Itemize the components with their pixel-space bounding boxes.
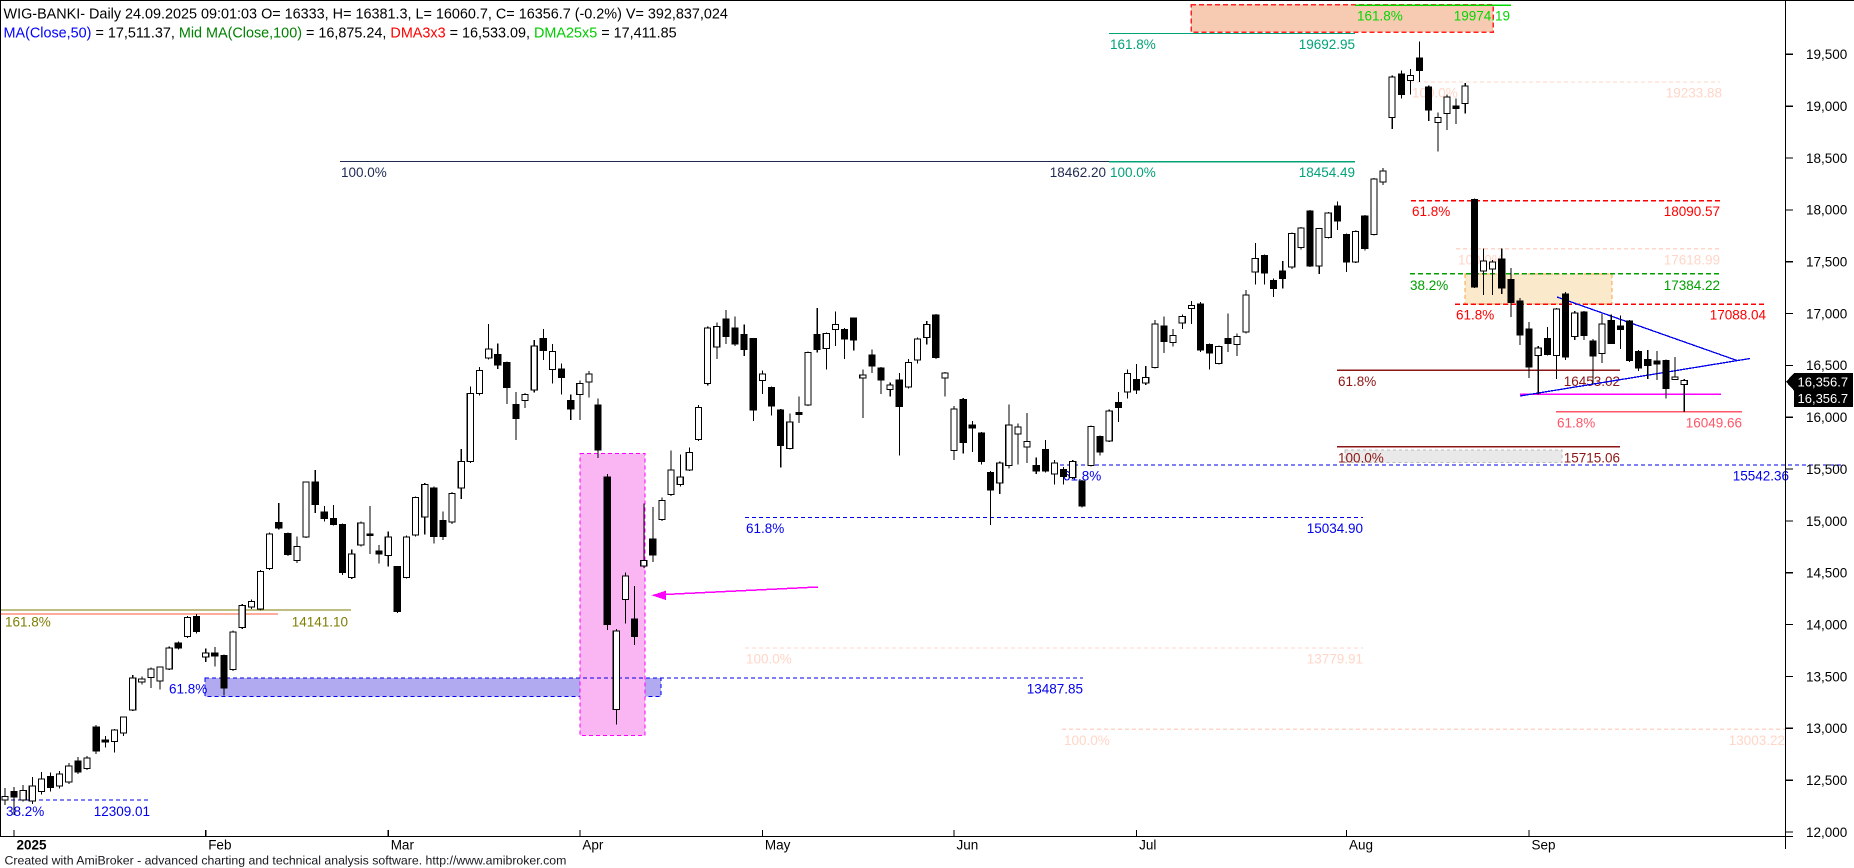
svg-text:38.2%: 38.2% [1410,278,1448,293]
svg-text:Apr: Apr [582,838,604,853]
svg-text:Jun: Jun [957,838,979,853]
svg-text:17618.99: 17618.99 [1664,253,1720,268]
svg-text:Aug: Aug [1349,838,1373,853]
svg-text:15,500: 15,500 [1806,462,1847,477]
svg-text:15,000: 15,000 [1806,514,1847,529]
svg-text:100.0%: 100.0% [1338,451,1384,466]
svg-text:38.2%: 38.2% [6,804,44,819]
svg-text:12,500: 12,500 [1806,773,1847,788]
svg-text:13487.85: 13487.85 [1027,682,1083,697]
svg-text:2025: 2025 [17,838,48,853]
svg-text:Feb: Feb [208,838,231,853]
svg-text:16049.66: 16049.66 [1686,416,1742,431]
svg-text:161.8%: 161.8% [1357,9,1403,24]
svg-text:Mar: Mar [391,838,415,853]
svg-text:16,500: 16,500 [1806,358,1847,373]
svg-text:61.8%: 61.8% [746,521,784,536]
svg-text:61.8%: 61.8% [1456,308,1494,323]
svg-text:15542.36: 15542.36 [1733,469,1789,484]
svg-text:18,500: 18,500 [1806,151,1847,166]
svg-text:19974.19: 19974.19 [1454,9,1510,24]
svg-text:Created with AmiBroker - advan: Created with AmiBroker - advanced charti… [5,853,567,867]
svg-text:15034.90: 15034.90 [1307,521,1363,536]
svg-text:19,500: 19,500 [1806,47,1847,62]
svg-text:161.8%: 161.8% [5,615,51,630]
svg-text:16453.02: 16453.02 [1564,374,1620,389]
svg-text:18462.20: 18462.20 [1050,165,1106,180]
svg-text:17384.22: 17384.22 [1664,278,1720,293]
svg-text:12,000: 12,000 [1806,825,1847,840]
svg-text:100.0%: 100.0% [1412,86,1458,101]
svg-text:16,356.7: 16,356.7 [1798,391,1849,406]
svg-text:17,000: 17,000 [1806,306,1847,321]
svg-text:12309.01: 12309.01 [94,804,150,819]
svg-text:MA(Close,50) = 17,511.37, Mid: MA(Close,50) = 17,511.37, Mid MA(Close,1… [4,26,677,42]
svg-text:13,500: 13,500 [1806,669,1847,684]
svg-text:19233.88: 19233.88 [1666,86,1722,101]
svg-text:18,000: 18,000 [1806,203,1847,218]
svg-text:19,000: 19,000 [1806,99,1847,114]
svg-text:61.8%: 61.8% [1412,204,1450,219]
svg-text:61.8%: 61.8% [1338,374,1376,389]
svg-text:100.0%: 100.0% [341,165,387,180]
svg-text:100.0%: 100.0% [746,652,792,667]
svg-text:15715.06: 15715.06 [1564,451,1620,466]
svg-text:100.0%: 100.0% [1110,165,1156,180]
svg-text:16,000: 16,000 [1806,410,1847,425]
svg-text:14141.10: 14141.10 [292,615,348,630]
svg-text:Jul: Jul [1139,838,1156,853]
svg-text:18090.57: 18090.57 [1664,204,1720,219]
svg-text:13003.22: 13003.22 [1729,733,1785,748]
svg-text:May: May [765,838,791,853]
svg-text:14,500: 14,500 [1806,566,1847,581]
svg-text:100.0%: 100.0% [1064,733,1110,748]
svg-text:Sep: Sep [1532,838,1556,853]
svg-text:17088.04: 17088.04 [1710,308,1767,323]
svg-text:161.8%: 161.8% [1110,37,1156,52]
svg-text:19692.95: 19692.95 [1299,37,1355,52]
svg-text:18454.49: 18454.49 [1299,165,1355,180]
svg-text:13,000: 13,000 [1806,721,1847,736]
svg-text:WIG-BANKI- Daily 24.09.2025 09: WIG-BANKI- Daily 24.09.2025 09:01:03 O= … [4,7,728,23]
svg-text:17,500: 17,500 [1806,255,1847,270]
svg-text:16,356.7: 16,356.7 [1798,375,1849,390]
svg-text:14,000: 14,000 [1806,617,1847,632]
svg-text:13779.91: 13779.91 [1307,652,1363,667]
svg-text:61.8%: 61.8% [169,682,207,697]
svg-text:61.8%: 61.8% [1557,416,1595,431]
